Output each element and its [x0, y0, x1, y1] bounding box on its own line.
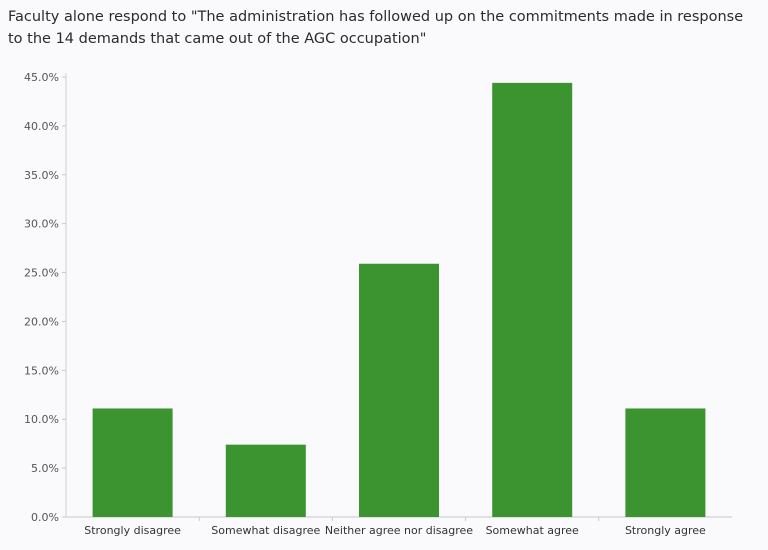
y-tick-label: 40.0% — [24, 120, 59, 133]
y-tick-label: 35.0% — [24, 169, 59, 182]
y-tick-label: 10.0% — [24, 413, 59, 426]
x-category-label: Somewhat agree — [486, 524, 579, 537]
y-tick-label: 25.0% — [24, 267, 59, 280]
bar — [492, 82, 573, 517]
y-tick-label: 30.0% — [24, 218, 59, 231]
bar — [225, 444, 306, 517]
bar — [359, 263, 439, 517]
y-tick-label: 5.0% — [31, 462, 59, 475]
y-tick-label: 45.0% — [24, 71, 59, 84]
y-tick-label: 0.0% — [31, 511, 59, 524]
chart-title: Faculty alone respond to "The administra… — [8, 9, 744, 47]
bar — [625, 408, 706, 517]
x-category-label: Strongly agree — [625, 524, 706, 537]
x-category-label: Strongly disagree — [84, 524, 181, 537]
x-category-label: Neither agree nor disagree — [325, 524, 473, 537]
bar — [92, 408, 173, 517]
y-tick-label: 20.0% — [24, 315, 59, 328]
x-category-label: Somewhat disagree — [211, 524, 320, 537]
y-tick-label: 15.0% — [24, 364, 59, 377]
